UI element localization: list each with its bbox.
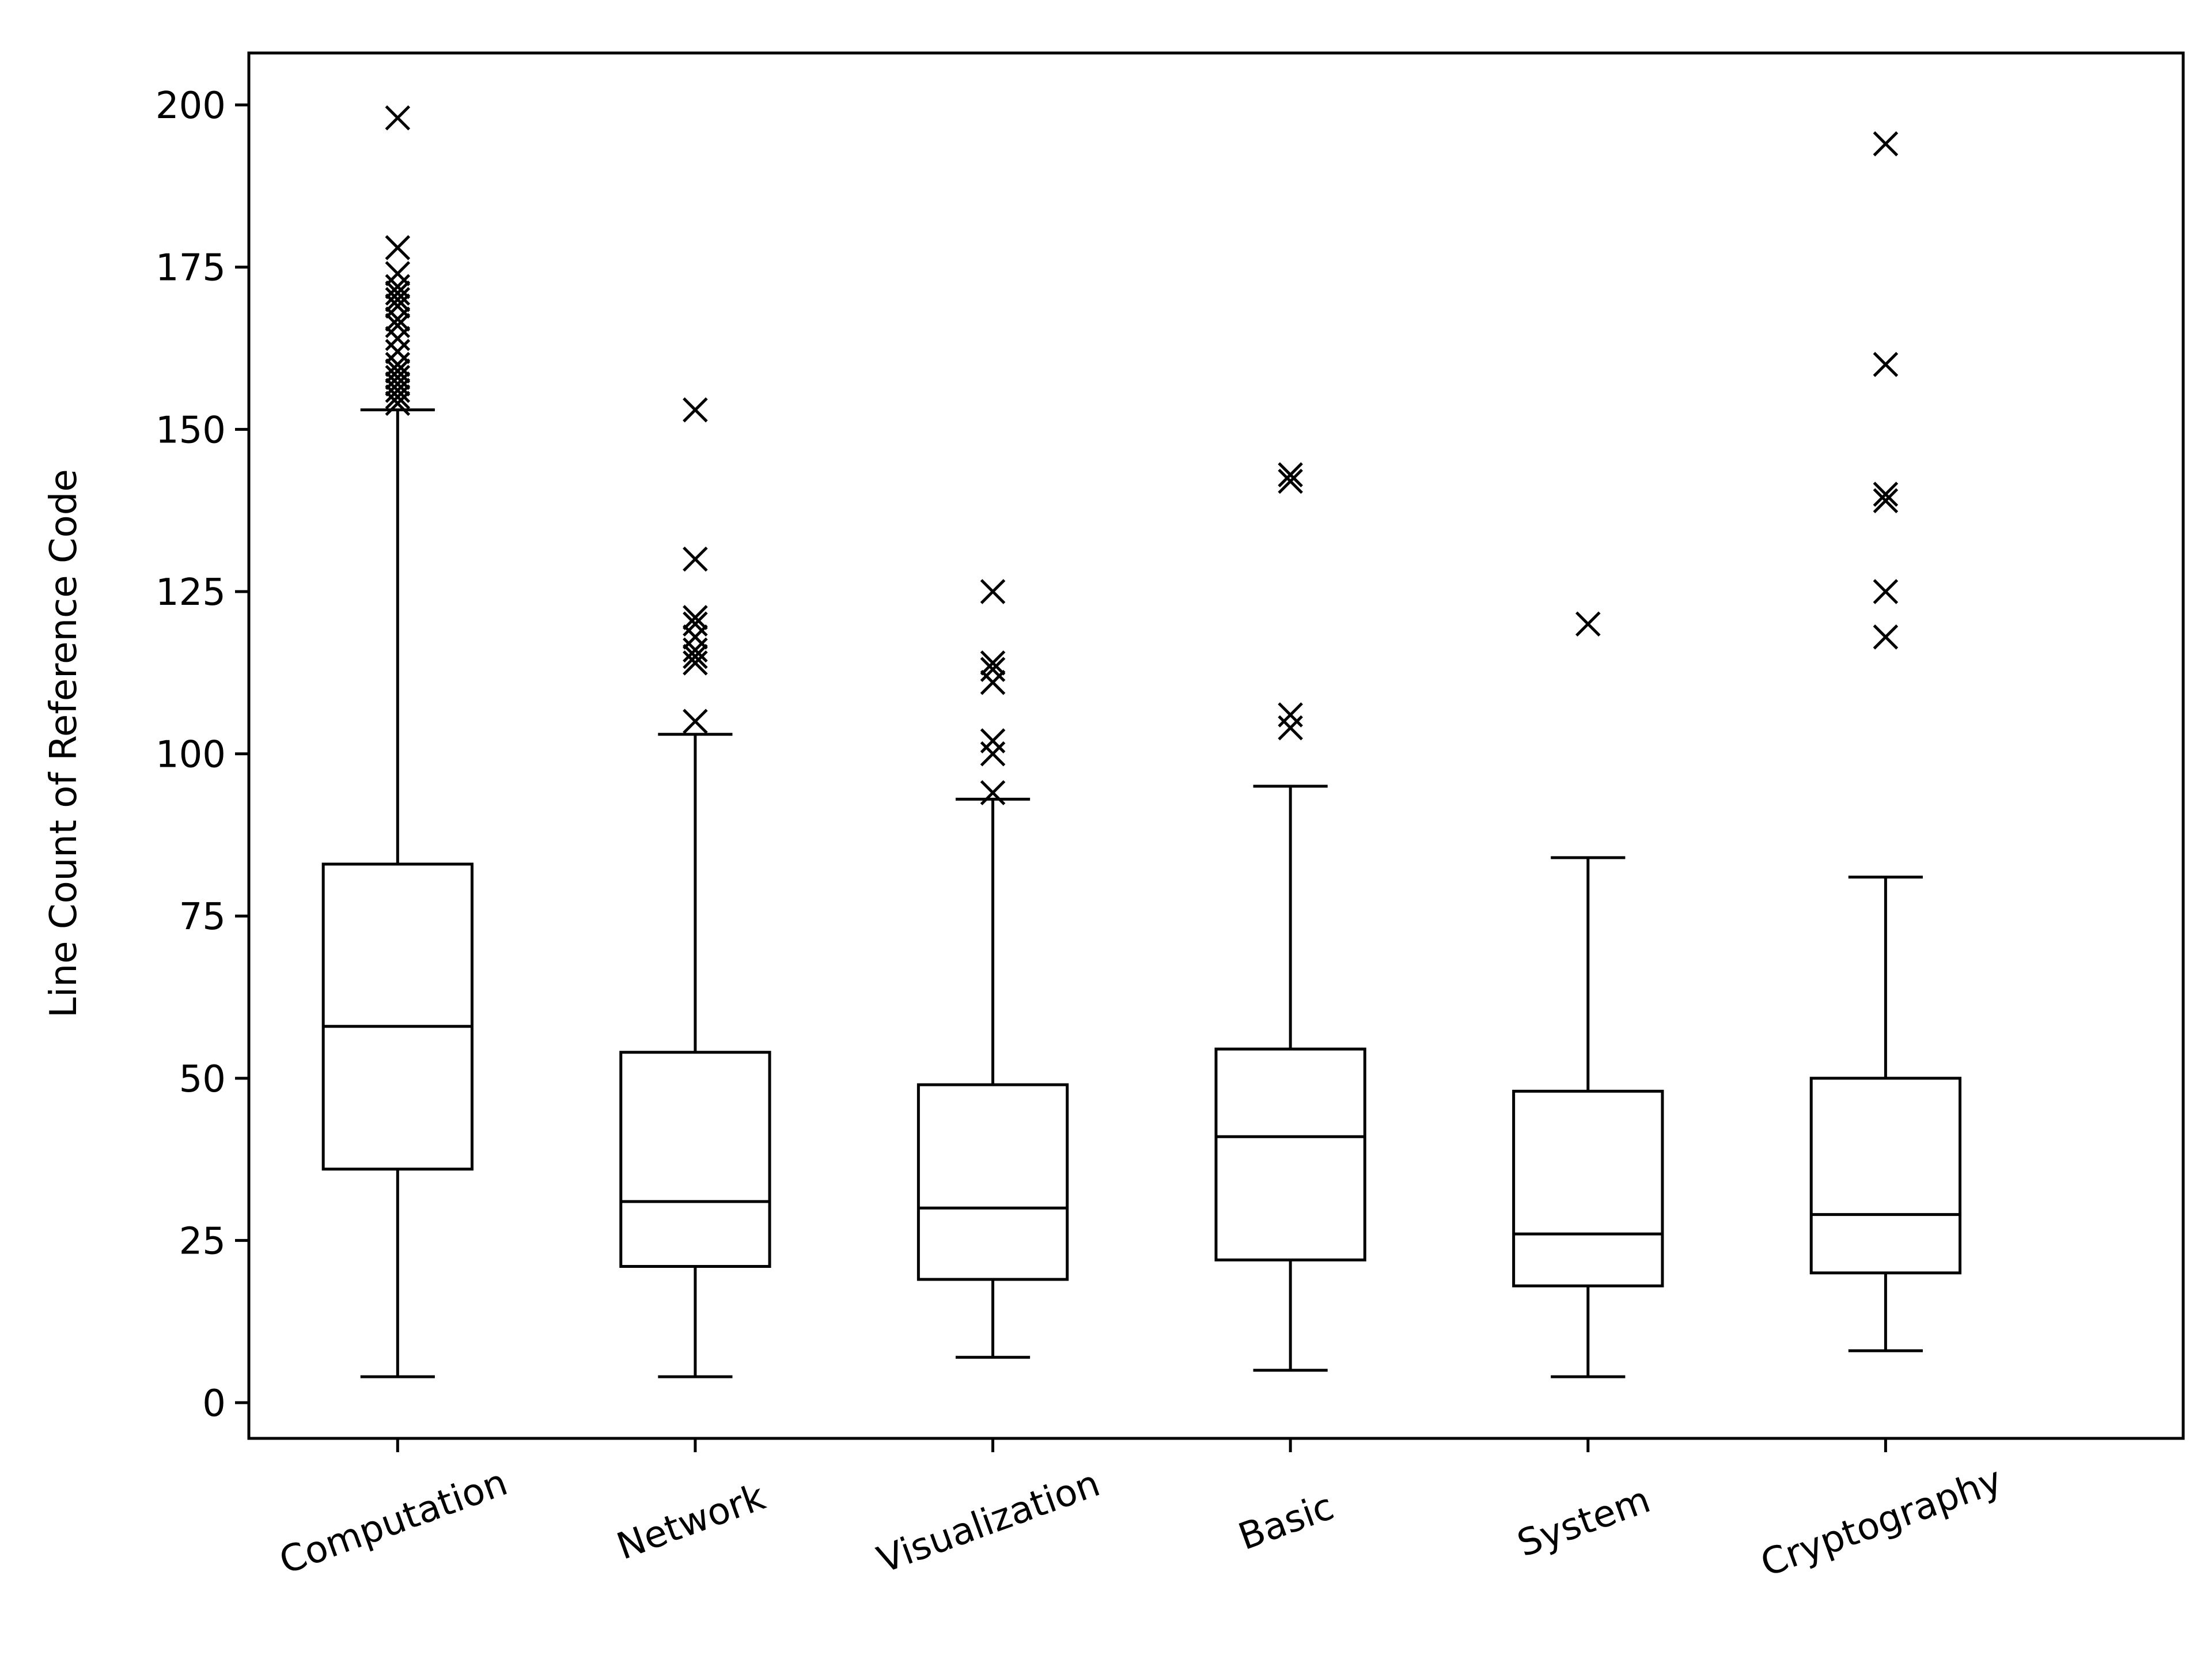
- y-tick-label: 50: [179, 1058, 226, 1101]
- outlier-marker: [1278, 468, 1303, 494]
- y-axis: 0 25 50 75 100 125 150 175 200: [156, 85, 249, 1425]
- box-group-network: [619, 397, 771, 1378]
- outlier-marker: [1278, 715, 1303, 741]
- x-tick-label: Cryptography: [1755, 1459, 2008, 1585]
- outlier-marker: [385, 371, 411, 397]
- outlier-marker: [385, 377, 411, 403]
- outlier-marker: [1575, 611, 1601, 637]
- box-iqr: [1809, 1077, 1962, 1275]
- outlier-marker: [1873, 351, 1899, 377]
- x-tick-label: Basic: [1233, 1486, 1340, 1559]
- x-tick-label: Computation: [274, 1461, 513, 1583]
- outlier-marker: [385, 325, 411, 351]
- outlier-marker: [683, 611, 708, 637]
- box-group-computation: [321, 105, 474, 1378]
- outlier-marker: [385, 313, 411, 338]
- outlier-marker: [683, 605, 708, 630]
- x-tick-label: Visualization: [872, 1462, 1105, 1582]
- outlier-marker: [1873, 488, 1899, 514]
- y-tick-label: 100: [156, 734, 226, 777]
- outlier-marker: [683, 397, 708, 423]
- outlier-marker: [980, 780, 1006, 805]
- outlier-marker: [385, 293, 411, 319]
- outlier-marker: [385, 261, 411, 286]
- outlier-marker: [1873, 579, 1899, 604]
- box-group-visualization: [916, 579, 1069, 1359]
- box-iqr: [1512, 1089, 1664, 1287]
- outlier-marker: [980, 657, 1006, 682]
- y-tick-label: 0: [202, 1382, 226, 1425]
- outlier-marker: [385, 384, 411, 410]
- y-tick-label: 75: [179, 896, 226, 938]
- outlier-marker: [980, 728, 1006, 753]
- outlier-marker: [385, 351, 411, 377]
- outlier-marker: [385, 339, 411, 364]
- outlier-marker: [683, 546, 708, 572]
- outlier-marker: [683, 650, 708, 676]
- box-iqr: [619, 1051, 771, 1268]
- y-tick-label: 175: [156, 247, 226, 290]
- y-tick-label: 200: [156, 85, 226, 127]
- x-tick-label: System: [1512, 1479, 1656, 1566]
- box-group-basic: [1214, 462, 1366, 1372]
- outlier-marker: [683, 643, 708, 669]
- outlier-marker: [385, 391, 411, 416]
- outlier-marker: [385, 281, 411, 306]
- outlier-marker: [385, 287, 411, 312]
- outlier-marker: [385, 274, 411, 300]
- outlier-marker: [683, 624, 708, 650]
- outlier-marker: [980, 741, 1006, 767]
- outlier-marker: [385, 235, 411, 260]
- box-iqr: [916, 1083, 1069, 1281]
- box-group-system: [1512, 611, 1664, 1378]
- outlier-marker: [385, 306, 411, 332]
- outlier-marker: [1873, 131, 1899, 157]
- box-iqr: [321, 862, 474, 1171]
- outlier-marker: [385, 358, 411, 384]
- y-tick-label: 25: [179, 1220, 226, 1263]
- y-tick-label: 125: [156, 571, 226, 614]
- plot-layer: [321, 105, 1962, 1378]
- y-axis-label: Line Count of Reference Code: [43, 469, 85, 1018]
- box-iqr: [1214, 1047, 1366, 1262]
- outlier-marker: [1873, 482, 1899, 507]
- outlier-marker: [980, 669, 1006, 695]
- plot-frame: [247, 51, 2185, 1440]
- outlier-marker: [683, 637, 708, 663]
- outlier-marker: [1873, 624, 1899, 650]
- outlier-marker: [980, 579, 1006, 604]
- outlier-marker: [980, 650, 1006, 676]
- outlier-marker: [385, 105, 411, 131]
- outlier-marker: [683, 709, 708, 734]
- x-axis: Computation Network Visualization Basic Syst…: [274, 1438, 2008, 1585]
- outlier-marker: [385, 365, 411, 390]
- box-group-cryptography: [1809, 131, 1962, 1353]
- y-tick-label: 150: [156, 409, 226, 452]
- outlier-marker: [1278, 702, 1303, 728]
- x-tick-label: Network: [612, 1476, 771, 1569]
- outlier-marker: [1278, 462, 1303, 487]
